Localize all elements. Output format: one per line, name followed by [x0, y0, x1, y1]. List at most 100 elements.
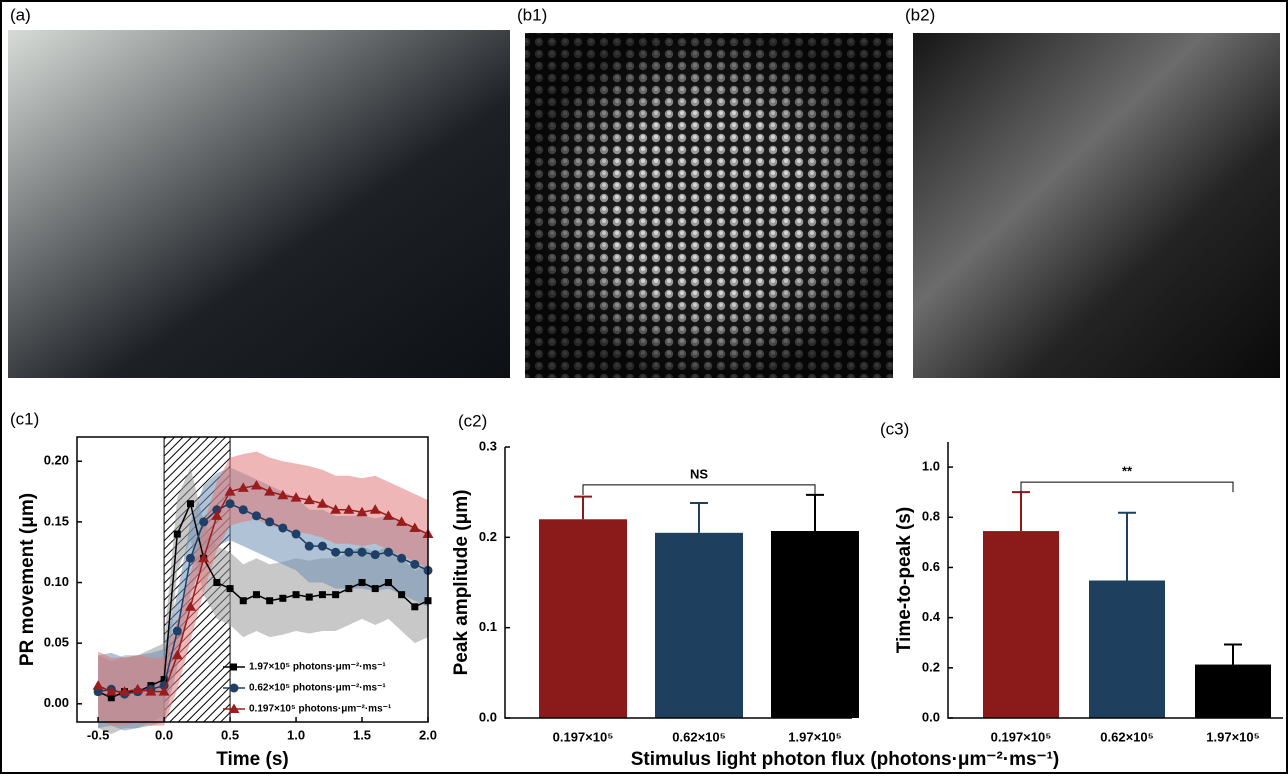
marker: [318, 591, 326, 599]
bar: [539, 519, 627, 718]
marker: [173, 530, 181, 538]
marker: [186, 500, 194, 508]
x-tick-label: 0.62×10⁵: [1100, 729, 1153, 744]
bar: [1195, 664, 1271, 718]
marker: [198, 552, 210, 563]
panel-label: (c2): [458, 411, 487, 430]
x-tick-label: 2.0: [419, 727, 437, 742]
marker: [396, 516, 408, 526]
legend-label: 1.97×10⁵ photons·μm⁻²·ms⁻¹: [249, 662, 386, 673]
marker: [290, 492, 302, 502]
marker: [277, 489, 289, 500]
y-tick-label: 0.3: [479, 438, 497, 453]
bar: [1089, 580, 1165, 718]
panel-label: (c3): [880, 419, 909, 438]
marker: [171, 649, 183, 660]
marker: [356, 506, 368, 517]
x-tick-label: 0.5: [221, 727, 239, 742]
significance-label: NS: [690, 466, 708, 481]
marker: [370, 550, 380, 560]
marker: [265, 517, 275, 527]
y-tick-label: 0.1: [479, 619, 497, 634]
marker: [211, 510, 223, 520]
x-axis-label: Time (s): [216, 749, 289, 770]
panel-label: (c1): [10, 409, 39, 428]
marker: [382, 510, 394, 520]
y-tick-label: 0.10: [44, 574, 69, 589]
legend-marker: [229, 683, 239, 693]
x-tick-label: 0.0: [155, 727, 173, 742]
marker: [345, 585, 353, 593]
significance-bracket: [1020, 481, 1234, 493]
marker: [344, 547, 354, 557]
photo-vignette: [525, 33, 893, 378]
marker: [304, 541, 314, 551]
marker: [158, 686, 170, 696]
marker: [278, 523, 288, 533]
marker: [317, 541, 327, 551]
legend-marker: [228, 703, 240, 713]
x-tick-label: 0.197×10⁵: [991, 729, 1052, 744]
axes: [947, 442, 1283, 719]
marker: [264, 486, 276, 496]
marker: [384, 579, 392, 587]
x-tick-label: 0.197×10⁵: [553, 729, 614, 744]
marker: [225, 499, 235, 509]
legend-label: 0.197×10⁵ photons·μm⁻²·ms⁻¹: [249, 704, 392, 715]
x-tick-label: 1.97×10⁵: [788, 729, 841, 744]
marker: [397, 553, 407, 563]
bar: [983, 531, 1059, 718]
bar: [655, 532, 743, 718]
y-axis-label: PR movement (μm): [17, 493, 38, 666]
marker: [292, 591, 300, 599]
marker: [358, 579, 366, 587]
marker: [332, 591, 340, 599]
legend-label: 0.62×10⁵ photons·μm⁻²·ms⁻¹: [249, 683, 386, 694]
marker: [303, 494, 315, 505]
y-tick-label: 0.6: [922, 559, 940, 574]
y-tick-label: 0.0: [479, 709, 497, 724]
marker: [291, 529, 301, 539]
axes: [504, 447, 852, 719]
marker: [239, 597, 247, 605]
y-tick-label: 0.15: [44, 513, 69, 528]
marker: [357, 547, 367, 557]
marker: [238, 505, 248, 515]
axes: [76, 436, 429, 723]
y-tick-label: 0.00: [44, 695, 69, 710]
marker: [316, 498, 328, 508]
marker: [226, 585, 234, 593]
marker: [250, 480, 262, 490]
significance-label: **: [1122, 464, 1133, 479]
y-tick-label: 0.8: [922, 509, 940, 524]
legend-marker: [230, 663, 237, 671]
y-tick-label: 0.0: [922, 709, 940, 724]
x-tick-label: 1.5: [353, 727, 371, 742]
x-tick-label: 0.62×10⁵: [672, 729, 725, 744]
y-tick-label: 1.0: [922, 459, 940, 474]
significance-bracket: [582, 484, 816, 495]
photo-fibers: [913, 33, 1280, 378]
x-tick-label: 1.0: [287, 727, 305, 742]
marker: [107, 694, 115, 702]
marker: [213, 579, 221, 587]
marker: [172, 626, 182, 636]
photo-setup: [8, 30, 510, 378]
marker: [185, 553, 195, 563]
panel-label: (a): [10, 5, 31, 24]
y-tick-label: 0.4: [922, 609, 941, 624]
marker: [331, 547, 341, 557]
marker: [184, 601, 196, 611]
marker: [251, 511, 261, 521]
marker: [411, 603, 419, 611]
marker: [224, 486, 236, 496]
marker: [145, 686, 157, 696]
marker: [409, 522, 421, 532]
marker: [343, 504, 355, 514]
x-tick-label: 1.97×10⁵: [1206, 729, 1259, 744]
marker: [398, 591, 406, 599]
marker: [279, 594, 287, 602]
